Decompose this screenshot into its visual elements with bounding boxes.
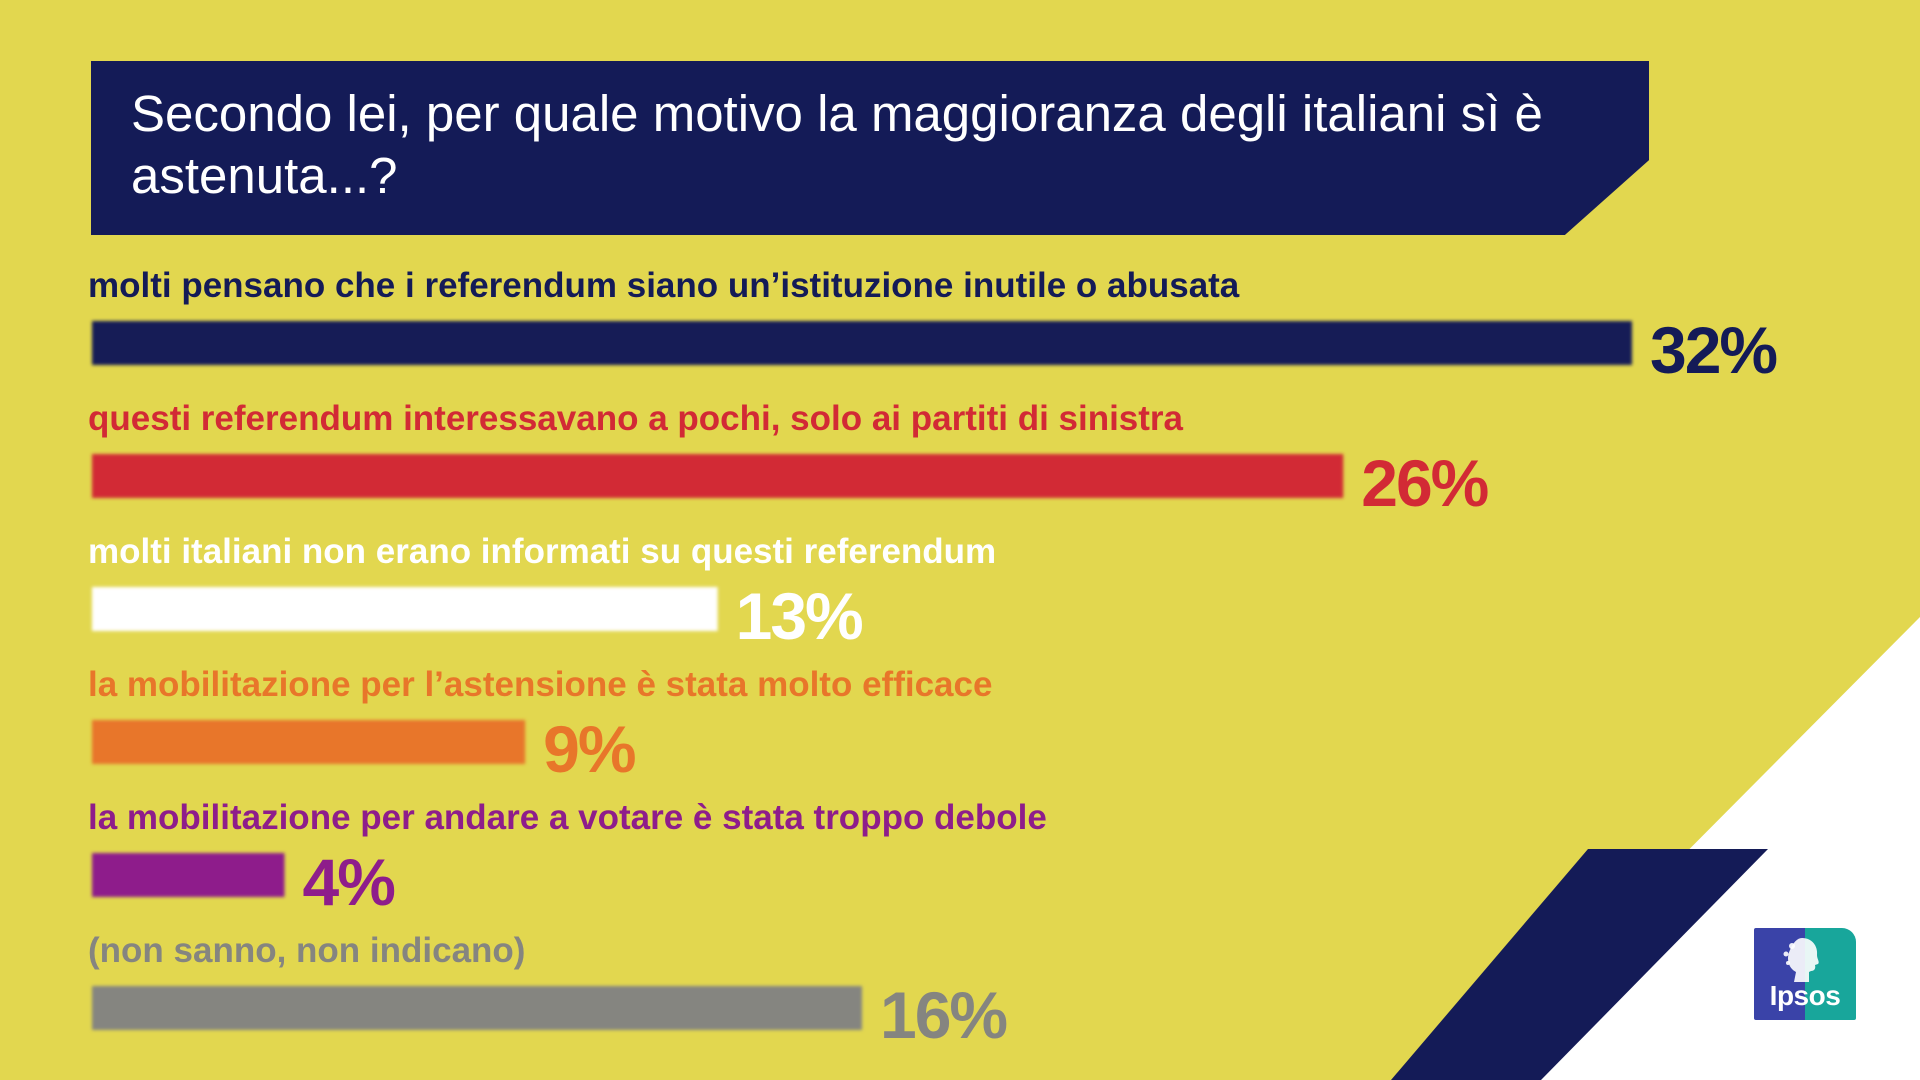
category-label-3: molti italiani non erano informati su qu… — [88, 532, 996, 571]
bar-2 — [92, 454, 1344, 498]
category-label-2: questi referendum interessavano a pochi,… — [88, 399, 1184, 438]
value-label-4: 9% — [543, 712, 635, 786]
value-label-1: 32% — [1650, 313, 1776, 387]
value-label-3: 13% — [736, 579, 862, 653]
value-label-2: 26% — [1361, 446, 1487, 520]
bar-5 — [92, 853, 285, 897]
chart-title: Secondo lei, per quale motivo la maggior… — [131, 85, 1543, 204]
category-label-1: molti pensano che i referendum siano un’… — [88, 266, 1240, 305]
logo-text: Ipsos — [1769, 980, 1841, 1011]
navy-diagonal-stripe — [1391, 849, 1768, 1080]
ipsos-profile-icon — [1783, 938, 1819, 982]
bar-1 — [92, 321, 1632, 365]
value-label-5: 4% — [303, 845, 395, 919]
ipsos-logo: Ipsos — [1754, 928, 1856, 1020]
title-banner: Secondo lei, per quale motivo la maggior… — [91, 61, 1649, 235]
category-label-4: la mobilitazione per l’astensione è stat… — [88, 665, 992, 704]
category-label-5: la mobilitazione per andare a votare è s… — [88, 798, 1047, 837]
bar-6 — [92, 986, 862, 1030]
bar-4 — [92, 720, 526, 764]
bar-3 — [92, 587, 718, 631]
category-label-6: (non sanno, non indicano) — [88, 931, 525, 970]
value-label-6: 16% — [880, 978, 1006, 1052]
